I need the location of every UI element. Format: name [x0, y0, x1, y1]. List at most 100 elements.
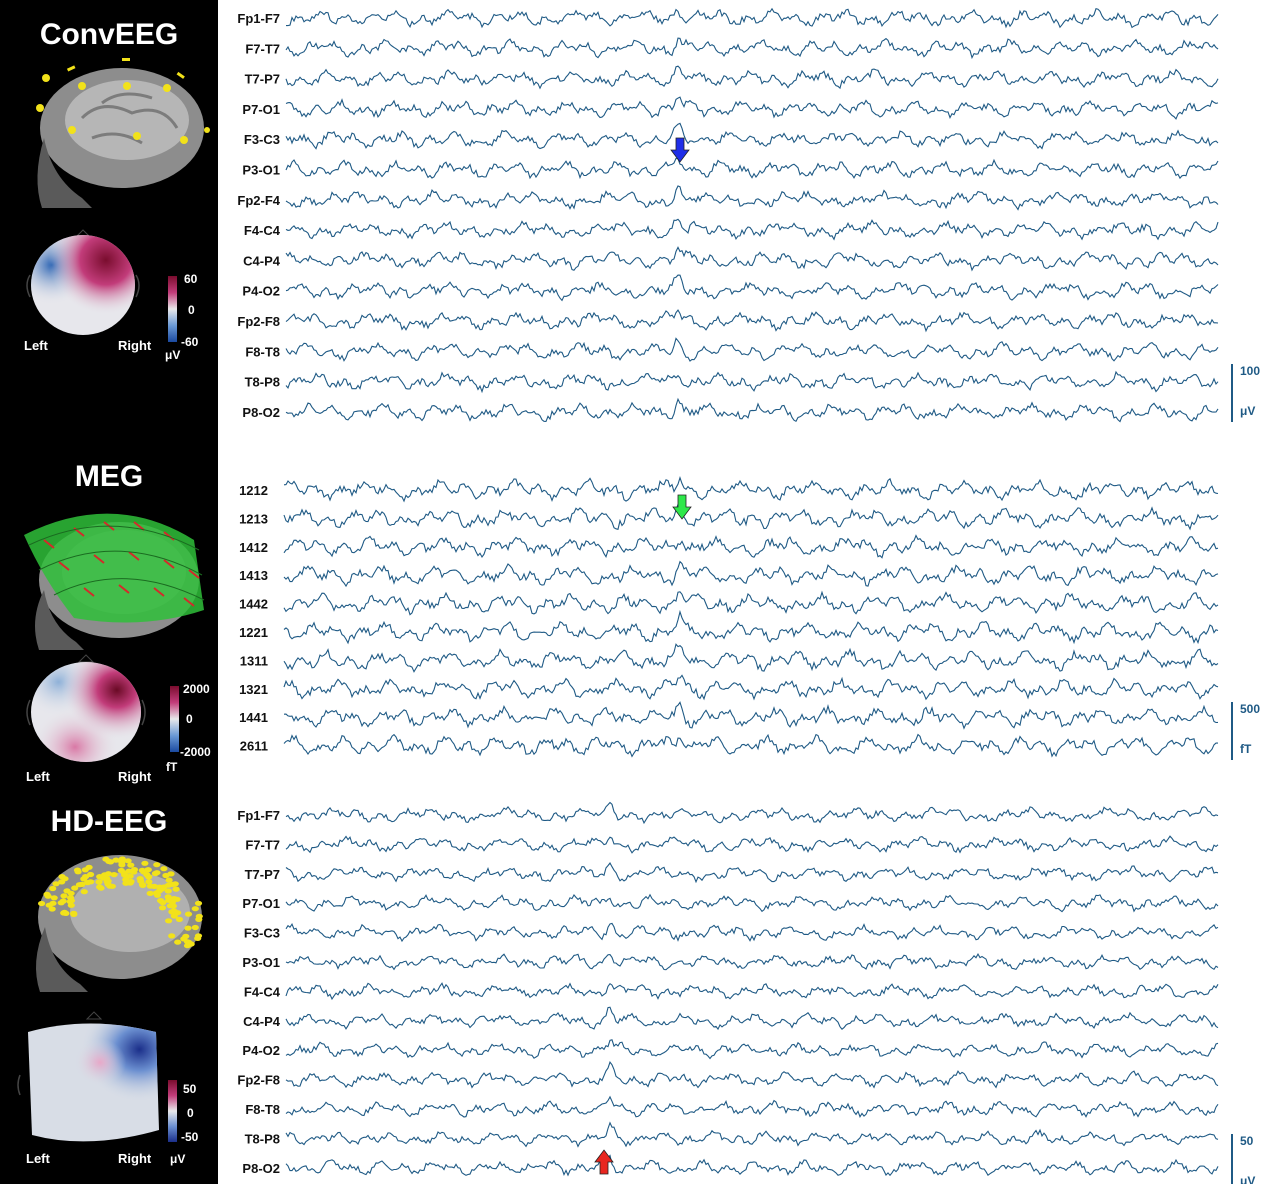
channel-trace — [285, 370, 1219, 394]
scale-value: 500 — [1240, 702, 1260, 716]
meg-cb-mid: 0 — [186, 712, 193, 726]
channel-label: Fp1-F7 — [237, 808, 280, 823]
channel-trace — [285, 922, 1219, 943]
channel-label: 1221 — [239, 625, 268, 640]
channel-trace — [285, 246, 1219, 272]
signal-traces: Fp1-F7 F7-T7 T7-P7 P7-O1 F3-C3 P3-O1 Fp2-F4 F4-… — [237, 7, 1260, 1184]
hd-eeg-cb-unit: μV — [170, 1152, 186, 1166]
channel-trace — [285, 1154, 1219, 1177]
channel-label: 1413 — [239, 568, 268, 583]
conv-eeg-cb-mid: 0 — [188, 303, 195, 317]
channel-label: P7-O1 — [242, 102, 280, 117]
channel-trace — [283, 609, 1219, 645]
conv-eeg-right-label: Right — [118, 338, 152, 353]
channel-trace — [285, 397, 1219, 423]
channel-label: P4-O2 — [242, 284, 280, 299]
scale-value: 50 — [1240, 1134, 1254, 1148]
channel-label: 1321 — [239, 682, 268, 697]
channel-trace — [285, 1121, 1219, 1148]
channel-label: T8-P8 — [245, 375, 280, 390]
channel-label: T7-P7 — [245, 72, 280, 87]
arrow-up-icon — [594, 1149, 614, 1175]
channel-label: F4-C4 — [244, 984, 281, 999]
channel-label: 1212 — [239, 483, 268, 498]
conv-eeg-topomap — [26, 229, 140, 335]
channel-label: F3-C3 — [244, 132, 280, 147]
channel-trace — [285, 309, 1219, 333]
hd-eeg-title: HD-EEG — [50, 805, 168, 838]
meg-left-label: Left — [26, 769, 50, 784]
hd-eeg-cb-max: 50 — [183, 1082, 197, 1096]
hd-eeg-left-label: Left — [26, 1151, 50, 1166]
channel-label: 1213 — [239, 511, 268, 526]
channel-label: 1412 — [239, 540, 268, 555]
scale-unit: μV — [1240, 1174, 1255, 1184]
channel-trace — [285, 893, 1219, 913]
conv-eeg-cb-max: 60 — [184, 272, 198, 286]
hd-eeg-colorbar — [168, 1080, 177, 1142]
channel-trace — [283, 643, 1219, 673]
channel-trace — [285, 274, 1219, 302]
channel-label: T8-P8 — [245, 1131, 280, 1146]
meg-colorbar — [170, 686, 179, 752]
channel-label: Fp2-F8 — [237, 1073, 280, 1088]
channel-label: P8-O2 — [242, 405, 280, 420]
channel-trace — [285, 1006, 1219, 1031]
channel-label: F8-T8 — [245, 344, 280, 359]
channel-trace — [285, 952, 1219, 971]
channel-label: C4-P4 — [243, 1014, 281, 1029]
channel-label: F7-T7 — [245, 41, 280, 56]
channel-trace — [286, 7, 1219, 29]
channel-trace — [285, 1061, 1219, 1089]
channel-trace — [285, 1095, 1219, 1118]
conv-eeg-left-label: Left — [24, 338, 48, 353]
channel-label: P3-O1 — [242, 163, 280, 178]
arrow-down-icon — [672, 494, 692, 520]
scale-unit: μV — [1240, 404, 1255, 418]
channel-trace — [283, 701, 1219, 730]
channel-trace — [283, 733, 1218, 758]
channel-label: 2611 — [240, 739, 268, 754]
channel-label: 1441 — [239, 710, 268, 725]
channel-trace — [285, 982, 1219, 1001]
channel-trace — [285, 96, 1219, 120]
conv-eeg-title: ConvEEG — [39, 18, 179, 51]
channel-label: 1442 — [239, 597, 268, 612]
channel-label: 1311 — [240, 653, 268, 668]
channel-label: Fp1-F7 — [237, 11, 280, 26]
channel-trace — [285, 1039, 1219, 1060]
channel-trace — [285, 37, 1219, 60]
channel-trace — [283, 534, 1219, 559]
meg-cb-min: -2000 — [180, 745, 211, 759]
channel-trace — [285, 835, 1219, 854]
channel-trace — [283, 560, 1219, 588]
channel-trace — [283, 674, 1219, 701]
modality-sidebar: ConvEEG Left Right 60 0 -60 μV MEG — [0, 0, 218, 1184]
channel-trace — [283, 500, 1219, 531]
channel-label: T7-P7 — [245, 867, 280, 882]
channel-label: C4-P4 — [243, 253, 281, 268]
channel-trace — [285, 218, 1219, 241]
channel-trace — [285, 185, 1219, 211]
channel-label: F3-C3 — [244, 926, 280, 941]
arrow-down-icon — [670, 137, 690, 163]
conv-eeg-colorbar — [168, 276, 177, 342]
scale-unit: fT — [1240, 742, 1252, 756]
scale-value: 100 — [1240, 364, 1260, 378]
meg-right-label: Right — [118, 769, 152, 784]
channel-label: P3-O1 — [242, 955, 280, 970]
hd-eeg-cb-min: -50 — [181, 1130, 199, 1144]
channel-trace — [285, 122, 1219, 150]
channel-label: Fp2-F4 — [237, 193, 280, 208]
channel-trace — [285, 157, 1219, 180]
channel-label: F8-T8 — [245, 1102, 280, 1117]
channel-label: F7-T7 — [245, 837, 280, 852]
channel-label: P8-O2 — [242, 1161, 280, 1176]
channel-label: F4-C4 — [244, 223, 281, 238]
conv-eeg-cb-min: -60 — [181, 335, 199, 349]
head-electrode-icon — [36, 58, 210, 208]
meg-title: MEG — [74, 460, 144, 493]
channel-label: Fp2-F8 — [237, 314, 280, 329]
head-dense-electrode-icon — [36, 855, 203, 992]
channel-label: P7-O1 — [242, 896, 280, 911]
